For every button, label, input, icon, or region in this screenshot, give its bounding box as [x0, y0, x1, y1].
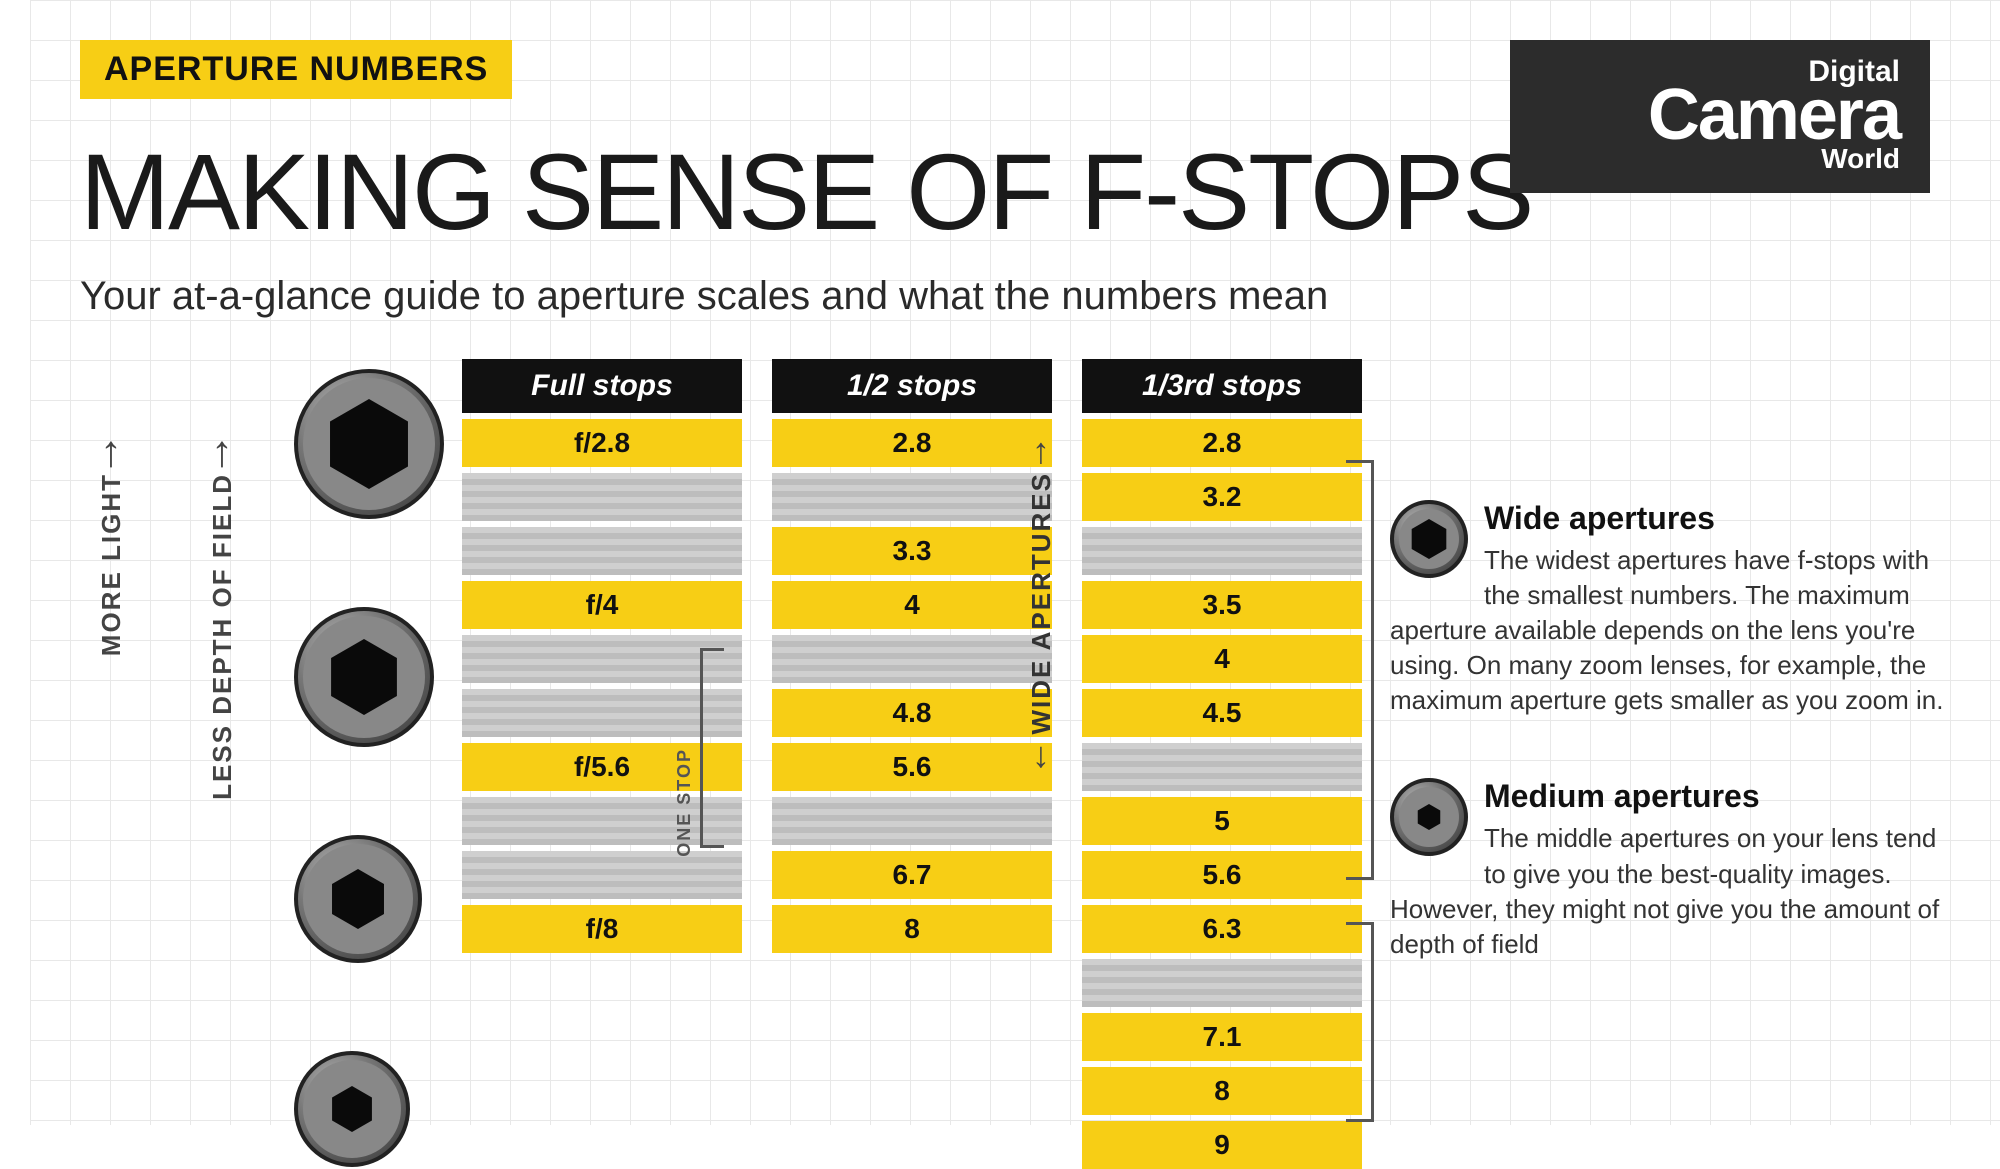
fstop-cell: f/8: [462, 905, 742, 953]
fstop-cell: 6.3: [1082, 905, 1362, 953]
empty-cell: [772, 797, 1052, 845]
empty-cell: [1082, 743, 1362, 791]
arrow-up-icon: ↑: [1032, 440, 1050, 462]
fstop-cell: 5: [1082, 797, 1362, 845]
vertical-axis-labels: ↑ MORE LIGHT ↑ LESS DEPTH OF FIELD: [80, 439, 284, 800]
empty-cell: [462, 473, 742, 521]
description-text: The widest apertures have f-stops with t…: [1390, 543, 1950, 718]
aperture-icon: [294, 835, 422, 963]
wide-apertures-axis: ↑ WIDE APERTURES ↓: [1010, 440, 1072, 766]
fstop-cell: f/4: [462, 581, 742, 629]
less-dof-label: ↑ LESS DEPTH OF FIELD: [160, 439, 284, 800]
fstop-cell: 9: [1082, 1121, 1362, 1169]
more-light-label: ↑ MORE LIGHT: [80, 439, 142, 800]
fstop-cell: 3.2: [1082, 473, 1362, 521]
column-header: Full stops: [462, 359, 742, 413]
aperture-icon: [294, 369, 444, 519]
fstop-cell: 8: [772, 905, 1052, 953]
fstop-cell: 6.7: [772, 851, 1052, 899]
fstop-cell: 5.6: [1082, 851, 1362, 899]
less-dof-text: LESS DEPTH OF FIELD: [207, 473, 238, 800]
arrow-down-icon: ↓: [1032, 744, 1050, 766]
column-header: 1/3rd stops: [1082, 359, 1362, 413]
description-block: Wide apertures The widest apertures have…: [1390, 500, 1950, 718]
arrow-up-icon: ↑: [100, 439, 122, 465]
logo-line-2: Camera: [1540, 85, 1900, 146]
fstop-cell: 2.8: [1082, 419, 1362, 467]
aperture-icon: [294, 1051, 410, 1167]
fstop-cell: 4: [1082, 635, 1362, 683]
page-content: APERTURE NUMBERS Digital Camera World MA…: [0, 0, 2000, 1169]
description-block: Medium apertures The middle apertures on…: [1390, 778, 1950, 961]
empty-cell: [1082, 959, 1362, 1007]
wide-apertures-text: WIDE APERTURES: [1026, 472, 1057, 735]
description-title: Medium apertures: [1390, 778, 1950, 815]
one-stop-bracket: [700, 648, 724, 848]
brand-logo: Digital Camera World: [1510, 40, 1930, 193]
fstop-cell: 4.5: [1082, 689, 1362, 737]
description-text: The middle apertures on your lens tend t…: [1390, 821, 1950, 961]
fstop-cell: 3.5: [1082, 581, 1362, 629]
description-title: Wide apertures: [1390, 500, 1950, 537]
fstop-cell: f/2.8: [462, 419, 742, 467]
aperture-icon: [294, 607, 434, 747]
fstop-cell: 8: [1082, 1067, 1362, 1115]
descriptions: Wide apertures The widest apertures have…: [1390, 500, 1950, 1022]
aperture-icon: [1390, 778, 1468, 856]
empty-cell: [462, 527, 742, 575]
one-stop-label: ONE STOP: [674, 748, 695, 857]
empty-cell: [462, 851, 742, 899]
aperture-icon: [1390, 500, 1468, 578]
column-header: 1/2 stops: [772, 359, 1052, 413]
stops-column: 1/3rd stops 2.8 3.2 3.5 4 4.5 5 5.6 6.3 7.1 8 9: [1082, 359, 1362, 1169]
page-subtitle: Your at-a-glance guide to aperture scale…: [80, 274, 1940, 319]
section-badge: APERTURE NUMBERS: [80, 40, 512, 99]
aperture-icon-column: [294, 369, 444, 1167]
fstop-cell: 7.1: [1082, 1013, 1362, 1061]
stops-columns: Full stopsf/2.8f/4f/5.6f/81/2 stops2.83.…: [462, 359, 1362, 1169]
arrow-up-icon: ↑: [211, 439, 233, 465]
wide-range-bracket: [1346, 460, 1374, 880]
medium-range-bracket: [1346, 922, 1374, 1122]
more-light-text: MORE LIGHT: [96, 473, 127, 656]
empty-cell: [1082, 527, 1362, 575]
